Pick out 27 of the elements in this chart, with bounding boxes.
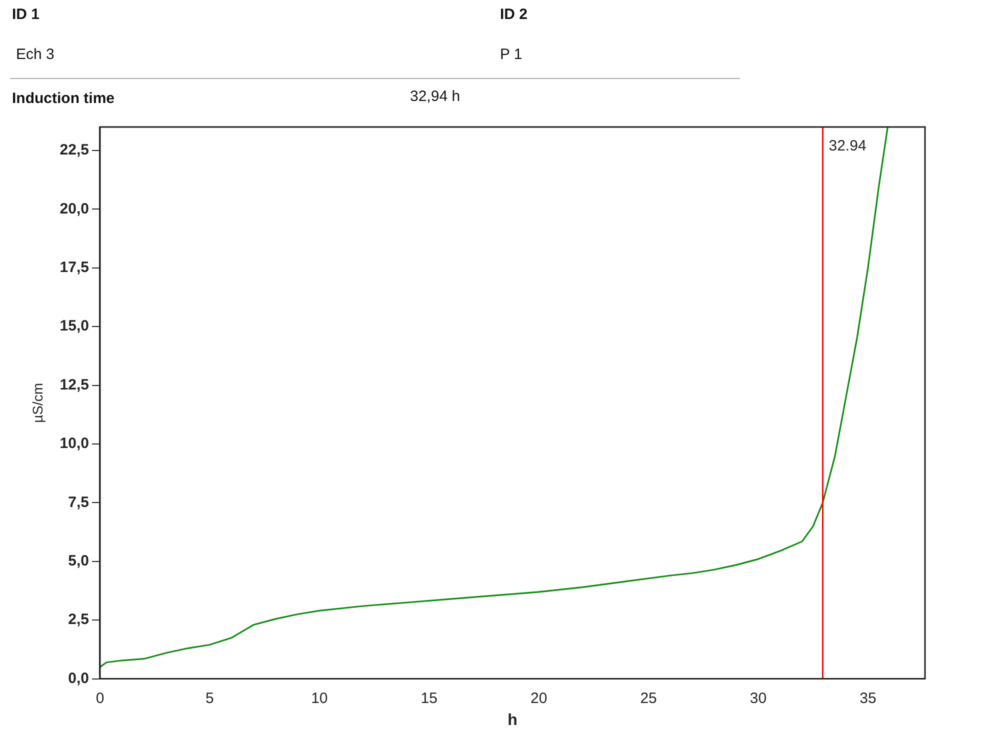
y-tick-label: 10,0 xyxy=(60,435,89,452)
text: Ech 3 xyxy=(16,46,54,63)
ref-line-label: 32.94 xyxy=(828,138,866,155)
y-tick-label: 7,5 xyxy=(68,494,89,511)
y-tick-label: 0,0 xyxy=(68,670,89,687)
y-tick-label: 17,5 xyxy=(60,259,89,276)
text: 32,94 h xyxy=(410,88,460,105)
text: Induction time xyxy=(12,90,114,107)
x-tick-label: 20 xyxy=(530,690,548,707)
x-tick-label: 15 xyxy=(420,690,438,707)
x-tick-label: 35 xyxy=(860,690,876,707)
x-tick-label: 10 xyxy=(311,690,328,707)
y-axis-title: µS/cm xyxy=(29,382,46,423)
y-tick-label: 5,0 xyxy=(68,552,89,570)
y-tick-label: 20,0 xyxy=(60,200,89,218)
y-tick-label: 2,5 xyxy=(68,611,89,628)
x-tick-label: 30 xyxy=(750,690,767,707)
y-tick-label: 12,5 xyxy=(60,376,89,394)
x-tick-label: 25 xyxy=(640,690,657,707)
x-axis-title: h xyxy=(508,712,518,729)
x-tick-label: 5 xyxy=(206,690,214,707)
text: P 1 xyxy=(500,46,522,63)
y-tick-label: 15,0 xyxy=(60,318,89,335)
text: ID 1 xyxy=(12,6,40,23)
x-tick-label: 0 xyxy=(96,690,104,707)
text: ID 2 xyxy=(500,6,528,23)
y-tick-label: 22,5 xyxy=(60,142,89,159)
